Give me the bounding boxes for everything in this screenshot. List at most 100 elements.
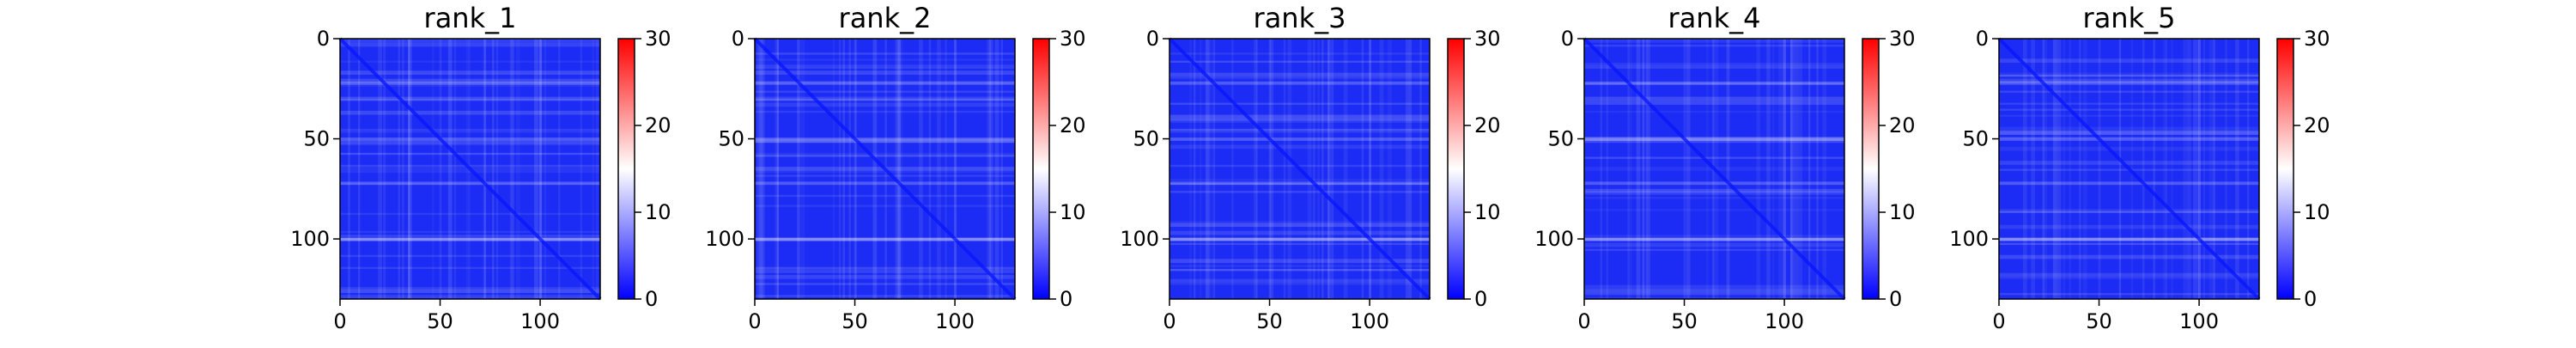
heatmap-col-band (1822, 39, 1827, 299)
heatmap-row-band (1584, 289, 1844, 294)
heatmap-col-band (1283, 39, 1286, 299)
heatmap-col-band (2079, 39, 2081, 299)
heatmap-row-band (755, 52, 1015, 55)
heatmap-bright-col (954, 39, 957, 299)
x-tick-label: 0 (748, 309, 761, 333)
heatmap-col-band (348, 39, 350, 299)
colorbar-tick-label: 10 (1060, 200, 1086, 224)
heatmap-col-band (1756, 39, 1761, 299)
heatmap-bright-row (1584, 181, 1844, 186)
heatmap-col-band (357, 39, 361, 299)
heatmap-row-band (1999, 137, 2259, 139)
heatmap-row-band (340, 212, 600, 216)
heatmap-col-band (538, 39, 543, 299)
heatmap-row-band (1584, 156, 1844, 159)
heatmap-col-band (408, 39, 410, 299)
heatmap-col-band (758, 39, 763, 299)
heatmap-diagonal (1583, 37, 1846, 301)
heatmap-row-band (755, 64, 1015, 67)
heatmap-col-band (2247, 39, 2250, 299)
heatmap-row-band (755, 194, 1015, 198)
heatmap-col-band (453, 39, 457, 299)
heatmap-row-band (1170, 102, 1430, 105)
heatmap-col-band (1406, 39, 1408, 299)
colorbar-tick-label: 10 (1474, 200, 1501, 224)
heatmap-row-band (755, 155, 1015, 157)
heatmap-col-band (898, 39, 903, 299)
x-tick-label: 50 (2086, 309, 2112, 333)
y-tick-label: 100 (290, 227, 330, 251)
heatmap-col-band (1287, 39, 1292, 299)
colorbar-tick-label: 20 (1060, 113, 1086, 137)
heatmap-col-band (2213, 39, 2215, 299)
heatmap-col-band (1419, 39, 1422, 299)
heatmap-row-band (340, 39, 600, 43)
heatmap-row-band (755, 90, 1015, 93)
heatmap-col-band (1253, 39, 1256, 299)
heatmap-bright-row (1170, 137, 1430, 141)
heatmap-col-band (895, 39, 899, 299)
heatmap-row-band (340, 82, 600, 87)
heatmap-bright-row (340, 237, 600, 241)
heatmap-col-band (756, 39, 761, 299)
heatmap-row-band (340, 98, 600, 101)
heatmap-row-band (1584, 137, 1844, 139)
heatmap-col-band (1636, 39, 1641, 299)
colorbar-tick-label: 0 (1060, 287, 1072, 311)
panel-title: rank_5 (2083, 2, 2176, 34)
heatmap-row-band (1170, 144, 1430, 150)
heatmap-col-band (1307, 39, 1312, 299)
heatmap-col-band (1317, 39, 1320, 299)
heatmap-col-band (1231, 39, 1234, 299)
heatmap-col-band (1388, 39, 1392, 299)
heatmap-bright-col (854, 39, 857, 299)
heatmap-frame (339, 38, 601, 300)
heatmap-col-band (1343, 39, 1348, 299)
heatmap-col-band (544, 39, 547, 299)
colorbar-tick-label: 10 (645, 200, 671, 224)
heatmap-col-band (1327, 39, 1330, 299)
heatmap-row-band (755, 275, 1015, 279)
x-tick-label: 50 (1671, 309, 1698, 333)
heatmap-row-band (1999, 161, 2259, 165)
y-tick-label: 100 (1949, 227, 1989, 251)
heatmap-bright-col (439, 39, 442, 299)
heatmap-bright-row (1584, 81, 1844, 85)
heatmap-row-band (1999, 146, 2259, 151)
heatmap-col-band (1189, 39, 1192, 299)
heatmap-row-band (340, 98, 600, 101)
heatmap-col-band (2043, 39, 2045, 299)
heatmap-row-band (1170, 60, 1430, 63)
heatmap-row-band (1584, 101, 1844, 105)
heatmap-col-band (1600, 39, 1602, 299)
heatmap-row-band (340, 287, 600, 290)
colorbar (617, 38, 635, 300)
colorbar-tick-label: 20 (1474, 113, 1501, 137)
x-tick-label: 50 (841, 309, 868, 333)
heatmap-col-band (919, 39, 923, 299)
colorbar-tick-label: 30 (1060, 27, 1086, 51)
heatmap-row-band (755, 152, 1015, 157)
colorbar-tick-label: 20 (1889, 113, 1916, 137)
heatmap-col-band (2153, 39, 2155, 299)
colorbar (1447, 38, 1465, 300)
heatmap-col-band (2235, 39, 2239, 299)
x-tick-label: 0 (1992, 309, 2005, 333)
heatmap-bright-row (1584, 137, 1844, 141)
heatmap-row-band (1584, 138, 1844, 143)
heatmap-row-band (340, 152, 600, 156)
x-tick-label: 100 (1350, 309, 1389, 333)
heatmap-row-band (1170, 230, 1430, 235)
colorbar-tick-label: 10 (2304, 200, 2330, 224)
heatmap-bright-col (1683, 39, 1686, 299)
heatmap-bright-col (1627, 39, 1631, 299)
heatmap-row-band (755, 205, 1015, 207)
heatmap-row-band (340, 110, 600, 115)
heatmap-row-band (340, 78, 600, 83)
heatmap-row-band (755, 98, 1015, 101)
heatmap-bright-col (2098, 39, 2101, 299)
x-tick-label: 0 (1163, 309, 1176, 333)
heatmap-row-band (340, 60, 600, 63)
heatmap-row-band (340, 128, 600, 131)
